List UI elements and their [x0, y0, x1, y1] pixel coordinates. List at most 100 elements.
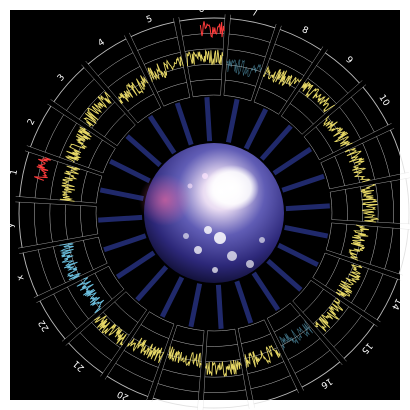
trace-10 — [322, 115, 353, 147]
trace-19 — [168, 346, 202, 368]
micrograph-spot — [187, 183, 193, 189]
connector-band — [125, 134, 162, 168]
sector-boundary — [124, 35, 162, 108]
center-micrograph — [139, 143, 284, 283]
chromosome-label-8: 8 — [300, 25, 310, 37]
ring-arc — [405, 178, 410, 224]
chromosome-label-20: 20 — [116, 388, 131, 402]
sector-boundary — [319, 123, 392, 161]
connector-band — [215, 284, 224, 329]
micrograph-spot — [183, 233, 189, 239]
connector-band — [204, 97, 213, 142]
track-rings — [15, 14, 410, 410]
sector-boundary — [50, 99, 118, 146]
connector-band — [272, 146, 313, 176]
sector-boundary — [26, 145, 104, 174]
sector-boundary — [324, 252, 402, 281]
connector-band — [135, 265, 169, 302]
sector-boundary — [237, 328, 255, 408]
connector-band — [277, 242, 319, 268]
trace-15 — [314, 297, 344, 332]
chromosome-label-13: 13 — [407, 247, 410, 260]
sector-boundary — [151, 325, 178, 403]
micrograph-spot — [194, 246, 202, 254]
trace-13 — [348, 224, 369, 261]
connector-band — [98, 214, 143, 223]
sector-boundary — [320, 128, 395, 164]
micrograph-spot — [246, 260, 254, 268]
connector-band — [115, 250, 156, 280]
sector-boundary — [290, 302, 343, 366]
sector-boundary — [146, 323, 175, 401]
sector-boundary — [202, 330, 208, 410]
micrograph-spot — [204, 226, 212, 234]
micrograph-spot — [214, 232, 226, 244]
sector-boundary — [33, 262, 108, 298]
trace-layer — [34, 21, 380, 378]
connector-band — [266, 258, 303, 292]
connector-band — [284, 224, 329, 239]
sector-boundary — [24, 150, 102, 177]
sector-boundary — [173, 18, 191, 98]
trace-22 — [76, 277, 105, 314]
sector-boundary — [85, 60, 138, 124]
connector-band — [109, 158, 151, 184]
chromosome-label-19: 19 — [167, 406, 180, 410]
sector-boundary — [129, 32, 165, 107]
sector-boundary — [253, 25, 282, 103]
chromosome-label-5: 5 — [145, 14, 154, 25]
trace-14 — [335, 264, 363, 298]
sector-boundary — [250, 23, 277, 101]
connector-band — [159, 276, 185, 318]
sector-boundary — [330, 177, 410, 193]
connector-band — [281, 173, 325, 193]
sector-boundary — [310, 280, 378, 327]
micrograph-bright-nucleus — [205, 165, 259, 211]
connector-band — [234, 280, 254, 324]
sector-boundary — [331, 222, 410, 230]
connector-band — [103, 233, 147, 253]
chromosome-label-14: 14 — [389, 296, 403, 311]
chromosome-label-x: x — [15, 273, 26, 282]
sector-boundary — [104, 311, 150, 380]
sector-boundary — [301, 80, 363, 135]
trace-11 — [344, 147, 371, 183]
trace-12 — [360, 183, 380, 223]
trace-18 — [204, 360, 242, 378]
chromosome-label-6: 6 — [198, 5, 205, 15]
chromosome-label-2: 2 — [26, 117, 38, 127]
sector-boundary — [303, 84, 367, 137]
chromosome-label-3: 3 — [56, 73, 67, 84]
sector-boundary — [263, 319, 299, 394]
sector-boundary — [15, 201, 97, 207]
connector-band — [251, 271, 281, 312]
sector-boundary — [18, 233, 98, 249]
connector-band — [259, 124, 293, 161]
sector-boundary — [223, 14, 231, 96]
chromosome-label-4: 4 — [97, 37, 108, 49]
trace-2 — [64, 126, 92, 163]
sector-boundary — [61, 289, 125, 342]
trace-8 — [263, 65, 302, 87]
connector-band — [99, 187, 144, 202]
chromosome-label-y: y — [6, 222, 16, 229]
micrograph-spot — [202, 173, 208, 179]
sector-boundary — [326, 249, 404, 276]
sector-boundary — [292, 300, 347, 362]
sector-boundary — [197, 330, 205, 410]
chromosome-label-1: 1 — [9, 169, 20, 177]
chromosome-label-11: 11 — [400, 141, 410, 155]
ring-arc — [398, 229, 409, 275]
sector-boundary — [234, 329, 250, 409]
chromosome-label-7: 7 — [251, 8, 259, 19]
micrograph-spot — [259, 237, 265, 243]
ring-arc — [203, 404, 249, 409]
trace-21 — [93, 315, 127, 346]
connector-band — [188, 283, 203, 328]
connector-band — [147, 114, 177, 155]
trace-5 — [147, 56, 184, 82]
sector-boundary — [266, 318, 304, 391]
connector-band — [285, 203, 330, 212]
connector-layer — [98, 97, 330, 329]
